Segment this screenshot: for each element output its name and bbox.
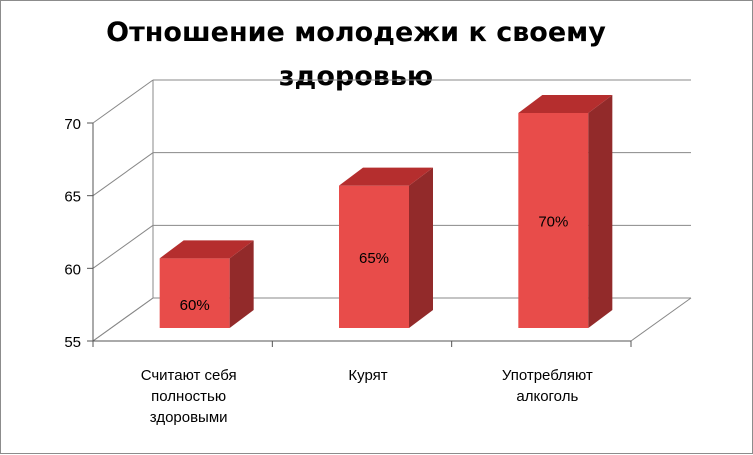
floor-right-edge [630,297,692,342]
gridline-diagonal [92,79,154,124]
x-category-label-line: алкоголь [516,388,579,405]
bar-top [518,95,613,113]
chart-title: Отношение молодежи к своему здоровью [106,17,606,92]
gridline-diagonal [92,152,154,197]
bar [339,185,409,328]
x-category-label: Курят [288,365,448,386]
x-category-label-line: полностью [151,388,227,405]
x-category-label-line: Курят [348,367,388,384]
y-tick-label: 70 [64,116,81,133]
bar-side [409,167,433,328]
data-label: 70% [538,214,568,231]
data-label: 65% [359,250,389,267]
bar-side [588,95,613,328]
x-category-label-line: Употребляют [501,367,593,384]
bar-top [159,240,254,259]
y-tick-label: 60 [64,261,81,278]
x-category-label-line: здоровыми [149,409,228,426]
gridline-diagonal [92,224,154,269]
bar [159,258,230,328]
bar-side [229,240,254,328]
bar-top [339,167,433,186]
x-category-label: Употребляют алкоголь [467,365,627,407]
bar [518,113,589,328]
data-label: 60% [180,297,210,314]
y-tick-label: 65 [64,189,81,206]
x-category-label-line: Считают себя [140,367,237,384]
x-category-label: Считают себя полностью здоровыми [109,365,269,428]
y-tick-label: 55 [64,334,81,351]
gridline-diagonal [92,297,154,342]
